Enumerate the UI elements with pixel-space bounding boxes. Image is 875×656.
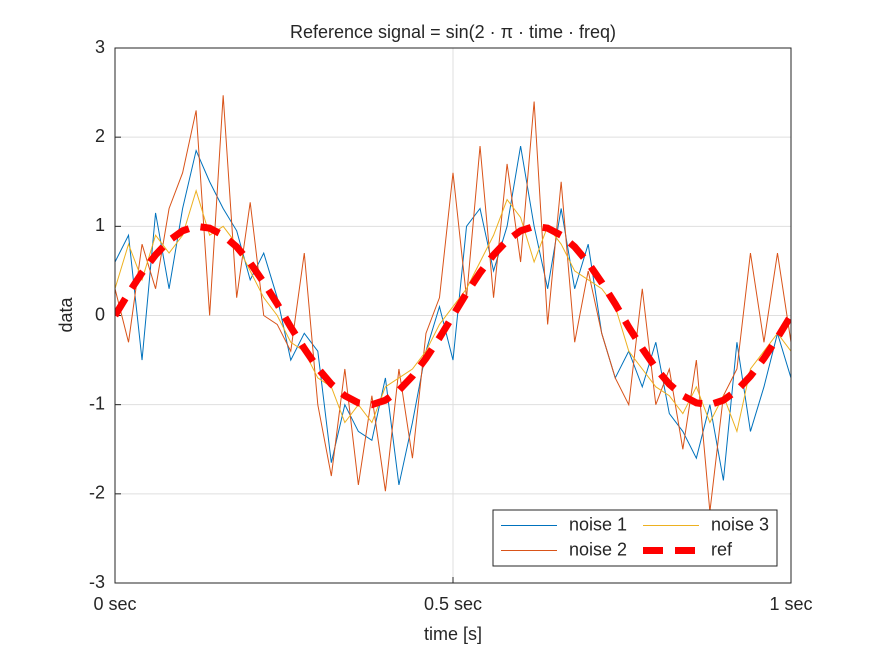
legend-label: ref: [711, 539, 733, 559]
x-tick-label: 0 sec: [93, 594, 136, 614]
legend-box: [492, 509, 778, 567]
y-tick-label: 2: [95, 126, 105, 146]
y-tick-label: 0: [95, 304, 105, 324]
legend-label: noise 2: [569, 539, 627, 559]
series-line: [115, 188, 791, 434]
y-tick-label: 1: [95, 215, 105, 235]
y-tick-label: 3: [95, 37, 105, 57]
x-tick-label: 0.5 sec: [424, 594, 482, 614]
legend-label: noise 1: [569, 514, 627, 534]
y-tick-label: -1: [89, 393, 105, 413]
legend-label: noise 3: [711, 514, 769, 534]
y-axis-label: data: [56, 297, 76, 333]
y-tick-label: -3: [89, 572, 105, 592]
x-tick-label: 1 sec: [769, 594, 812, 614]
series-line: [115, 95, 791, 512]
chart-title: Reference signal = sin(2 · π · time · fr…: [290, 22, 616, 42]
axes-box: [114, 47, 792, 584]
x-axis-label: time [s]: [424, 624, 482, 644]
y-tick-label: -2: [89, 483, 105, 503]
